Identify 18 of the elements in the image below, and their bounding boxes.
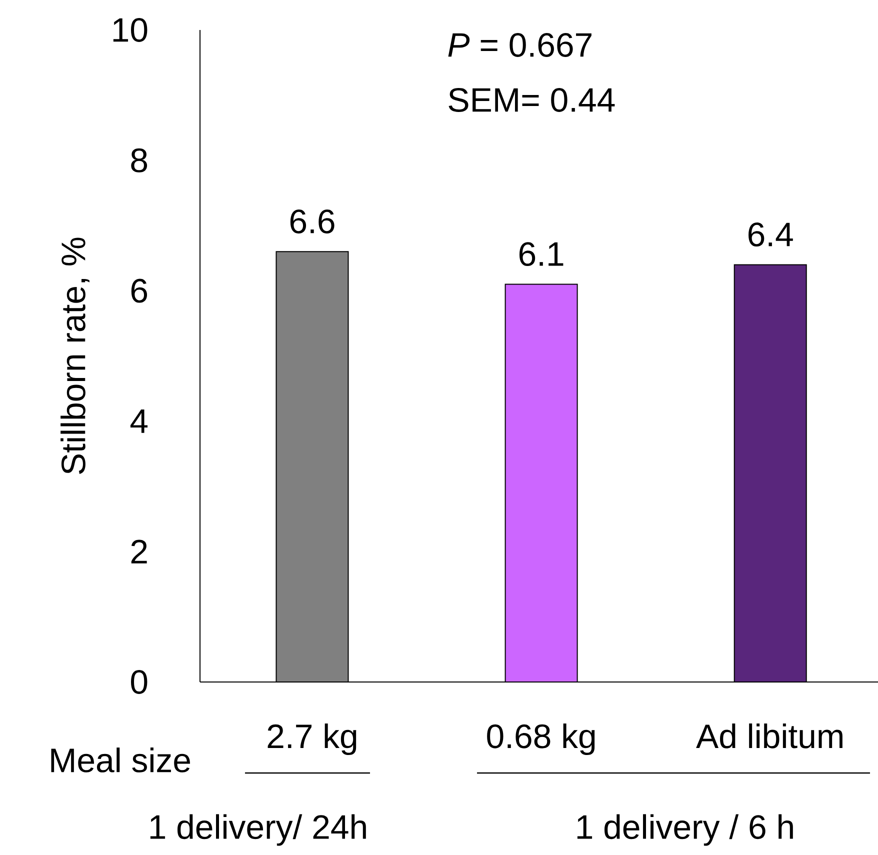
y-tick-label: 10 [113, 18, 148, 42]
annotation: SEM= 0.44 [448, 88, 615, 112]
y-tick-label: 0 [131, 670, 148, 694]
text: 1 delivery/ 24h [150, 814, 366, 846]
x-tick-label: 0.68 kg [487, 723, 595, 756]
data-label: 6.6 [290, 209, 334, 234]
annotation: P = 0.667 [448, 32, 592, 57]
y-tick-label: 8 [131, 148, 148, 172]
x-tick-label: Ad libitum [696, 723, 842, 748]
x-tick-label: 2.7 kg [268, 723, 356, 756]
text: 1 delivery / 6 h [577, 814, 793, 846]
y-axis-title: Stillborn rate, % [60, 238, 90, 474]
y-tick-label: 2 [131, 540, 147, 564]
data-label: 6.4 [748, 222, 793, 246]
data-label: 6.1 [519, 242, 564, 266]
y-tick-label: 4 [130, 410, 148, 433]
y-tick-label: 6 [131, 278, 148, 303]
text: Meal size [51, 748, 190, 772]
